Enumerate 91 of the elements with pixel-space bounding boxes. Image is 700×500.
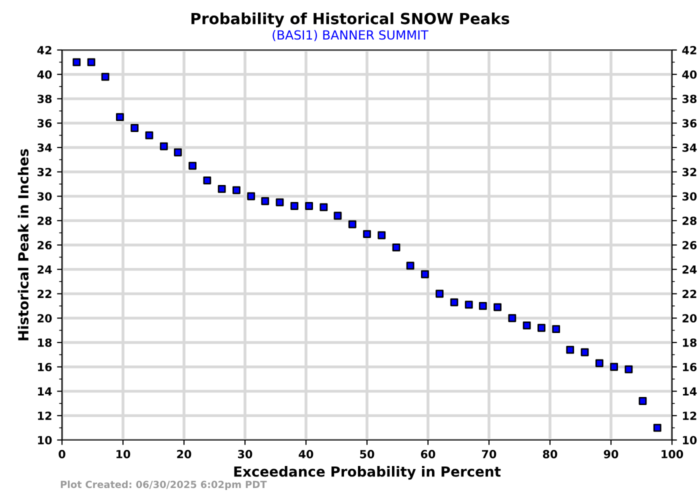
point bbox=[145, 131, 154, 140]
point bbox=[552, 325, 560, 334]
x-tick-label: 10 bbox=[116, 450, 130, 458]
y-tick-label: 18 bbox=[38, 338, 52, 347]
point bbox=[580, 348, 589, 356]
y2-tick-label: 34 bbox=[682, 143, 697, 152]
point bbox=[305, 202, 313, 210]
y-axis-title: Historical Peak in Inches bbox=[18, 149, 29, 340]
y2-tick-label: 30 bbox=[682, 192, 697, 201]
y2-tick-label: 18 bbox=[682, 338, 696, 347]
y-tick-label: 22 bbox=[38, 290, 52, 298]
y2-tick-label: 24 bbox=[682, 265, 697, 274]
x-tick-label: 90 bbox=[604, 450, 618, 458]
point bbox=[392, 243, 400, 252]
point bbox=[174, 148, 182, 156]
y2-tick-label: 36 bbox=[682, 119, 697, 128]
x-tick-label: 80 bbox=[542, 450, 558, 458]
y-tick-label: 36 bbox=[38, 119, 52, 128]
y2-tick-label: 28 bbox=[682, 216, 696, 226]
y-tick-label: 26 bbox=[38, 240, 52, 250]
point bbox=[130, 124, 139, 132]
point bbox=[610, 362, 618, 371]
x-tick-label: 20 bbox=[177, 450, 192, 458]
point bbox=[334, 212, 342, 220]
point bbox=[276, 198, 284, 206]
y2-tick-label: 14 bbox=[682, 387, 697, 396]
y2-tick-label: 42 bbox=[682, 46, 696, 54]
point bbox=[101, 72, 110, 81]
point bbox=[638, 397, 647, 405]
point bbox=[188, 162, 196, 170]
point bbox=[378, 231, 386, 240]
point bbox=[421, 270, 429, 278]
chart-title: Probability of Historical SNOW Peaks bbox=[191, 12, 510, 28]
y-tick-label: 28 bbox=[38, 216, 52, 226]
y2-tick-label: 20 bbox=[682, 314, 697, 323]
x-tick-label: 100 bbox=[662, 450, 684, 458]
x-tick-label: 0 bbox=[58, 450, 66, 458]
y-tick-label: 16 bbox=[38, 362, 52, 372]
y2-tick-label: 38 bbox=[682, 94, 696, 104]
point bbox=[232, 186, 240, 194]
point bbox=[624, 365, 633, 374]
point bbox=[247, 192, 256, 200]
y-tick-label: 40 bbox=[37, 70, 52, 79]
point bbox=[566, 346, 574, 354]
point bbox=[595, 359, 604, 368]
point bbox=[406, 262, 414, 270]
y2-tick-label: 16 bbox=[682, 362, 697, 372]
point bbox=[348, 220, 356, 228]
x-tick-label: 70 bbox=[482, 450, 496, 458]
chart-subtitle: (BASI1) BANNER SUMMIT bbox=[272, 30, 428, 42]
y-tick-label: 32 bbox=[38, 168, 52, 176]
point bbox=[290, 202, 298, 210]
point bbox=[320, 203, 328, 212]
point bbox=[478, 302, 487, 310]
y2-tick-label: 32 bbox=[682, 168, 696, 176]
point bbox=[116, 113, 124, 121]
y-tick-label: 24 bbox=[38, 265, 52, 274]
x-tick-label: 40 bbox=[298, 450, 314, 458]
point bbox=[87, 58, 96, 66]
point bbox=[218, 184, 226, 193]
text: Plot Created: 06/30/2025 6:02pm PDT bbox=[60, 480, 267, 490]
point bbox=[464, 300, 473, 309]
y-tick-label: 14 bbox=[38, 387, 52, 396]
point bbox=[363, 230, 371, 238]
point bbox=[72, 58, 81, 66]
y2-tick-label: 10 bbox=[682, 436, 697, 444]
y-tick-label: 42 bbox=[37, 46, 52, 54]
y2-tick-label: 26 bbox=[682, 240, 697, 250]
point bbox=[508, 314, 516, 322]
point bbox=[203, 176, 212, 184]
point bbox=[653, 424, 662, 432]
point bbox=[450, 298, 458, 306]
y-tick-label: 10 bbox=[38, 436, 52, 444]
x-tick-label: 50 bbox=[360, 450, 374, 458]
point bbox=[494, 303, 502, 312]
y-tick-label: 34 bbox=[38, 143, 52, 152]
point bbox=[436, 290, 444, 298]
x-tick-label: 30 bbox=[238, 450, 252, 458]
point bbox=[261, 197, 270, 206]
y-tick-label: 12 bbox=[38, 412, 52, 420]
y2-tick-label: 40 bbox=[682, 70, 697, 79]
point bbox=[160, 142, 168, 150]
x-tick-label: 60 bbox=[420, 450, 436, 458]
point bbox=[522, 321, 531, 330]
y2-tick-label: 22 bbox=[682, 290, 696, 298]
x-axis-title: Exceedance Probability in Percent bbox=[234, 466, 501, 480]
y-tick-label: 30 bbox=[38, 192, 52, 201]
y2-tick-label: 12 bbox=[682, 412, 696, 420]
y-tick-label: 20 bbox=[38, 314, 52, 323]
y-tick-label: 38 bbox=[38, 94, 52, 104]
point bbox=[538, 324, 546, 332]
